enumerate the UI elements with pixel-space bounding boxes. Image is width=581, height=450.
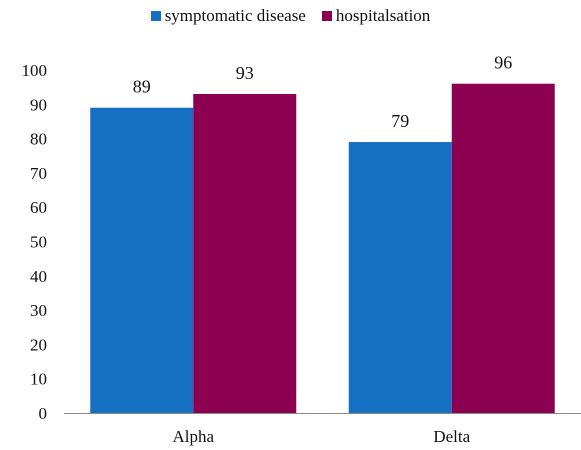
bar-delta-series-0 [348,142,452,413]
legend-label-1: hospitalsation [335,6,431,25]
y-tick-label-70: 70 [30,164,47,183]
y-tick-label-50: 50 [30,233,47,252]
x-tick-label-delta: Delta [433,427,470,446]
data-label-alpha-series-1: 93 [236,63,254,83]
legend-swatch-0 [150,11,161,21]
y-tick-label-100: 100 [22,61,48,80]
x-tick-label-alpha: Alpha [172,427,214,446]
legend-item-0: symptomatic disease [150,6,306,26]
bar-alpha-series-1 [193,94,297,413]
y-tick-label-80: 80 [30,130,47,149]
legend-item-1: hospitalsation [321,6,431,26]
bar-alpha-series-0 [90,107,194,413]
legend-label-0: symptomatic disease [164,6,306,25]
data-label-delta-series-0: 79 [391,111,409,131]
y-tick-label-0: 0 [39,404,48,423]
data-label-alpha-series-0: 89 [133,77,151,97]
y-tick-label-20: 20 [30,335,47,354]
y-tick-label-10: 10 [30,370,47,389]
legend: symptomatic disease hospitalsation [0,6,581,26]
y-tick-label-90: 90 [30,95,47,114]
data-label-delta-series-1: 96 [494,53,512,73]
bar-delta-series-1 [451,83,555,413]
y-tick-label-40: 40 [30,267,47,286]
legend-swatch-1 [321,11,332,21]
y-tick-label-60: 60 [30,198,47,217]
y-tick-label-30: 30 [30,301,47,320]
